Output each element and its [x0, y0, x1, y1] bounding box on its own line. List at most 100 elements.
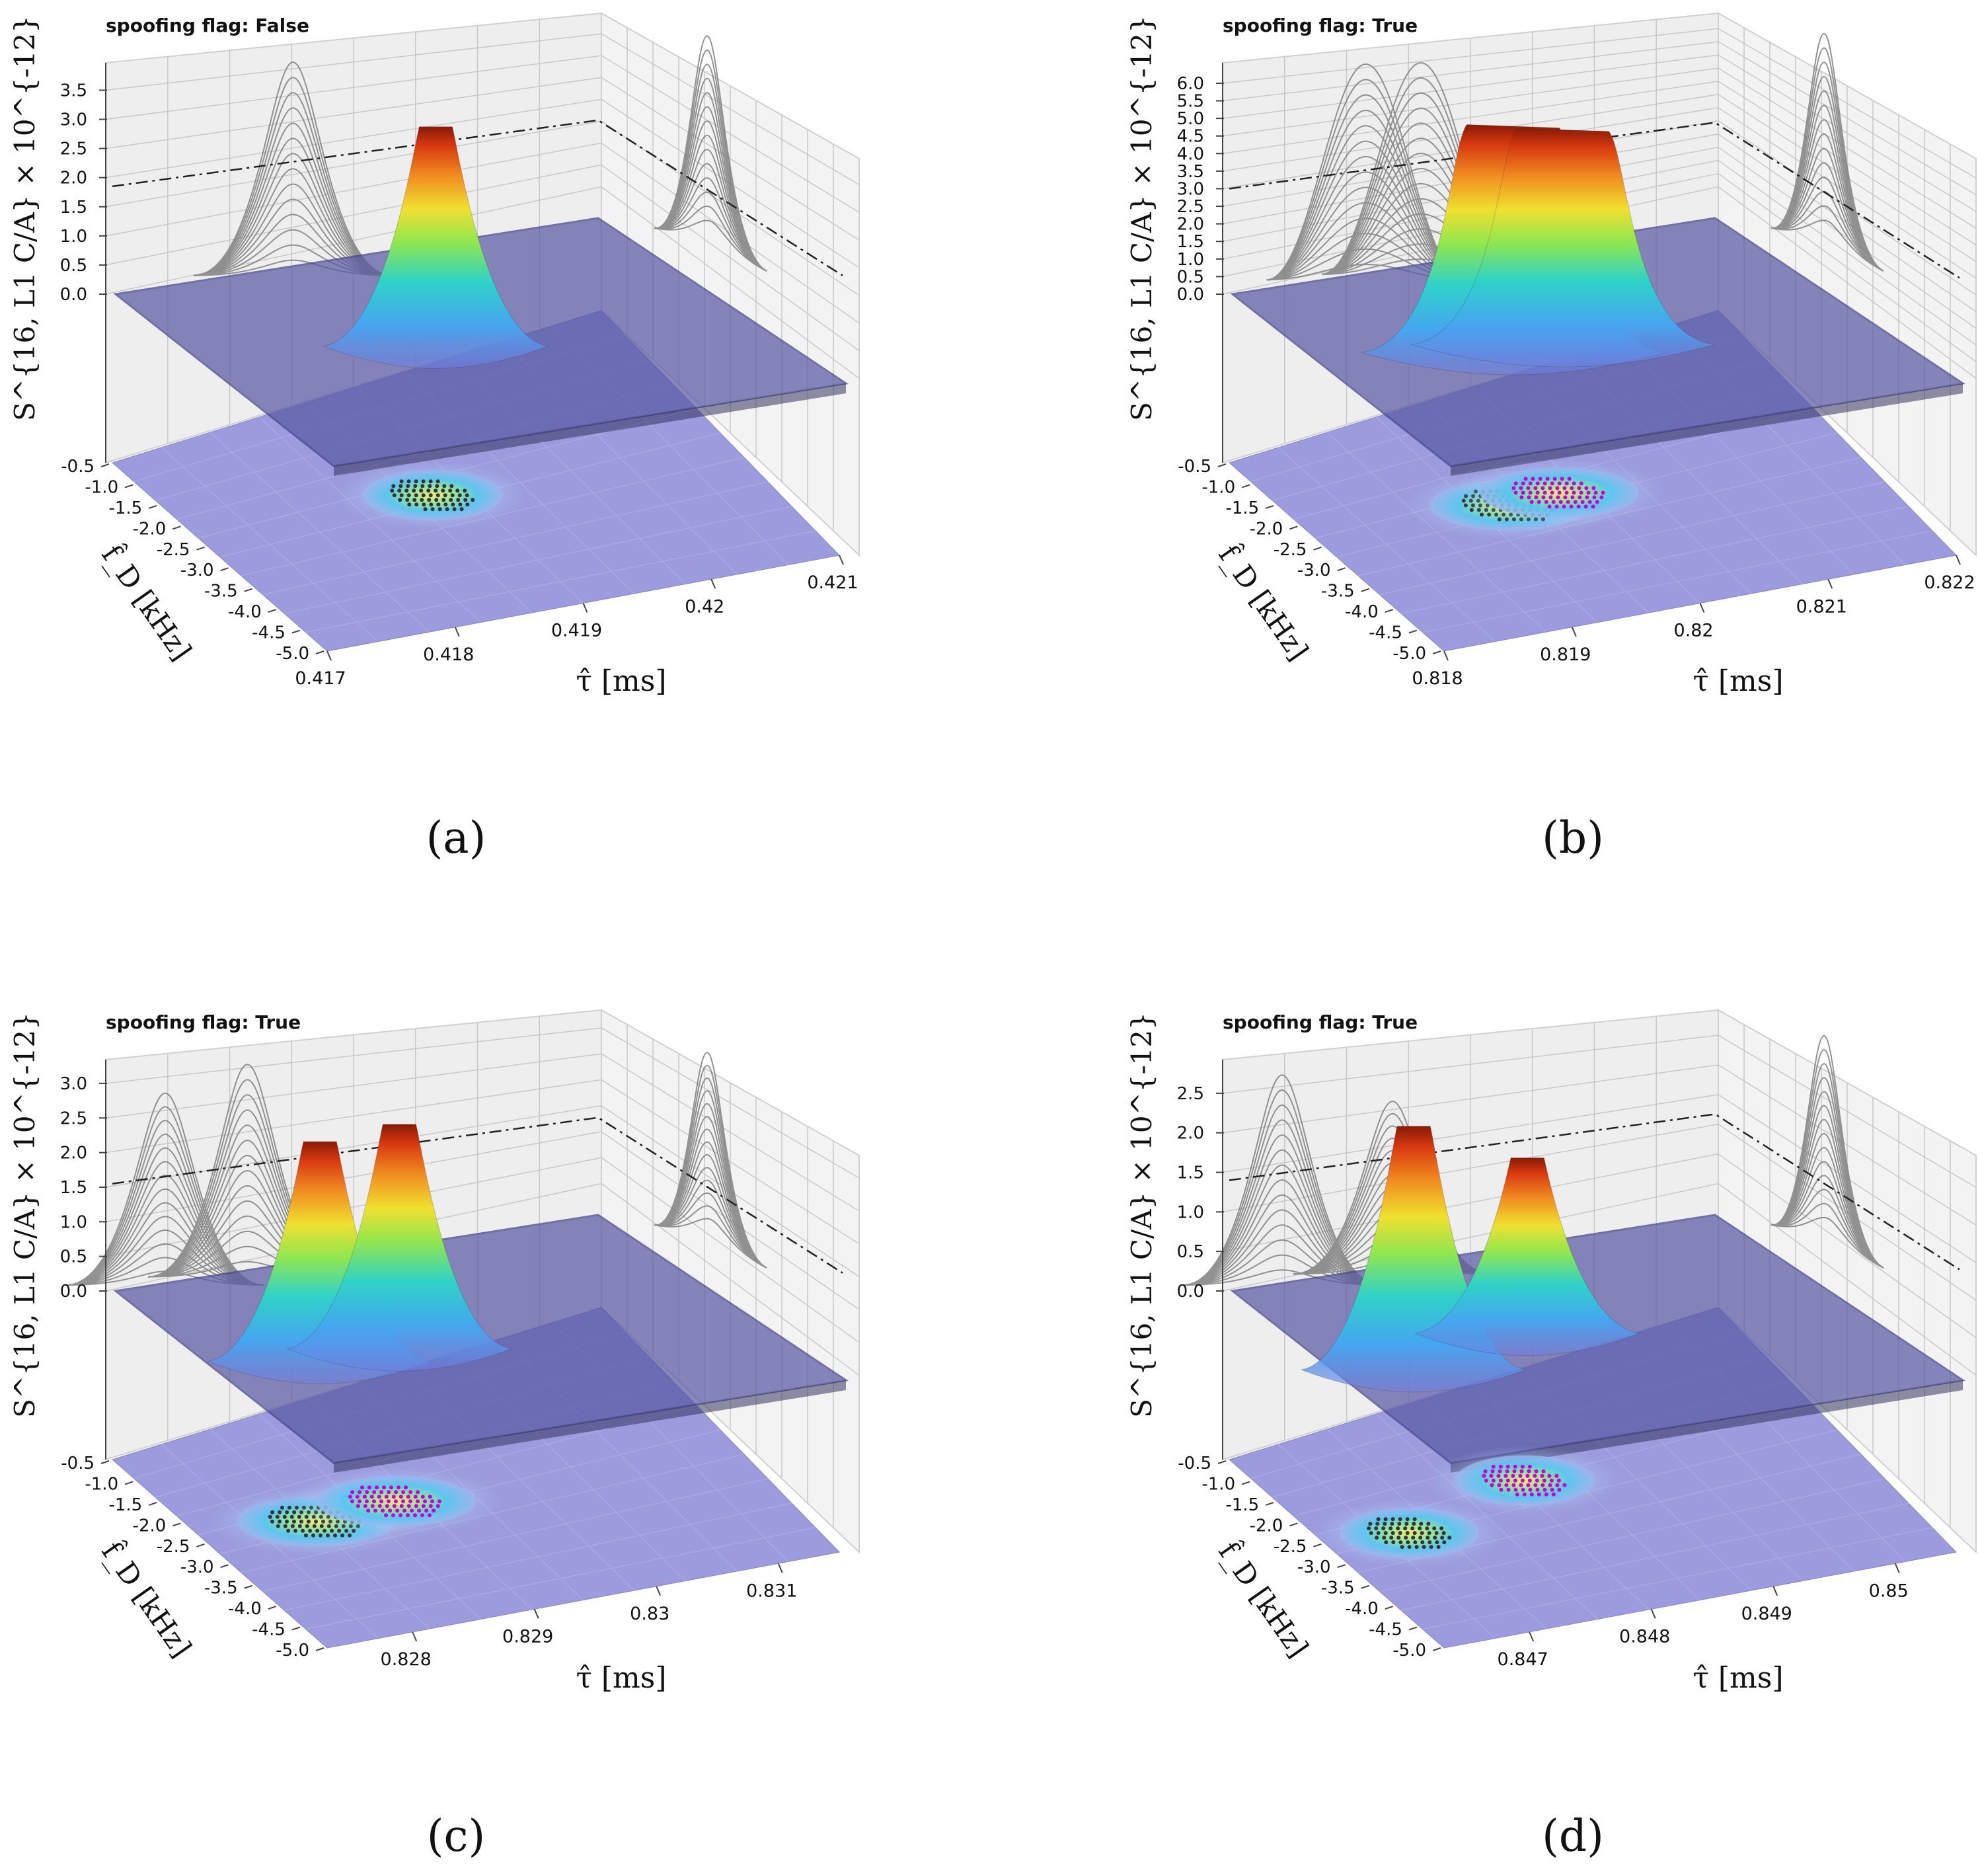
right-profile-line [1771, 119, 1884, 272]
detection-dot [1513, 490, 1518, 495]
detection-dot [1537, 1492, 1541, 1497]
y-tick-label: -2.0 [1250, 519, 1283, 539]
right-profile-line [654, 206, 767, 272]
detection-dot [1540, 1473, 1544, 1478]
right-profile-line [654, 1064, 767, 1269]
detection-dot [1521, 481, 1525, 486]
x-tick-mark [326, 650, 332, 661]
detection-dot [394, 1490, 399, 1495]
right-profile-line [654, 1218, 767, 1269]
y-tick-label: -4.0 [228, 1599, 262, 1619]
detection-dot [1504, 1473, 1508, 1478]
y-tick-label: -0.5 [1178, 1454, 1211, 1473]
surface-peak-spoofed [286, 1124, 514, 1372]
y-tick-label: -3.0 [1297, 561, 1331, 580]
detection-dot [1579, 490, 1583, 495]
y-tick-label: -1.0 [1201, 1474, 1235, 1494]
panel-caption-c: (c) [427, 1811, 485, 1861]
detection-dot [1527, 1464, 1532, 1469]
spoofed-detection-dots [1482, 1464, 1567, 1497]
detection-dot [399, 1504, 404, 1508]
detection-dot [1419, 1522, 1424, 1526]
detection-dot [292, 1519, 296, 1524]
detection-dot [348, 1533, 352, 1538]
y-tick-mark [1289, 526, 1298, 530]
detection-dot [1578, 495, 1582, 500]
detection-dot [408, 1490, 413, 1495]
z-tick-label: 0.5 [60, 1247, 87, 1267]
detection-dot [441, 489, 445, 493]
x-tick-mark [1956, 555, 1961, 565]
x-tick-mark [582, 603, 588, 613]
y-tick-label: -3.5 [1321, 582, 1355, 602]
right-profile-line [654, 35, 767, 272]
x-tick-mark [1529, 1631, 1535, 1642]
y-tick-label: -1.0 [1201, 477, 1235, 497]
detection-dot [1511, 1483, 1516, 1487]
detection-dot [417, 1508, 422, 1513]
detection-dot [1528, 1487, 1533, 1492]
detection-dot [358, 1499, 362, 1504]
surface-plane-edge [1451, 383, 1963, 476]
y-tick-mark [268, 1606, 277, 1610]
y-tick-label: -1.5 [1225, 1495, 1259, 1515]
profile-line [194, 92, 393, 276]
floor-grid-line [1422, 530, 1933, 633]
detection-dot [1526, 486, 1531, 490]
detection-dot [1528, 481, 1533, 486]
y-tick-label: -2.5 [1274, 540, 1307, 560]
z-axis-label: S^{16, L1 C/A} × 10^{-12} [1125, 1012, 1158, 1418]
detection-dot [1413, 1540, 1418, 1545]
detection-dot [1542, 481, 1547, 486]
x-tick-label: 0.831 [746, 1581, 797, 1601]
x-axis-label: τ̂ [ms] [576, 1661, 667, 1695]
grid-line [601, 1157, 860, 1343]
grid-line [1718, 1183, 1977, 1376]
detection-dot [1497, 1483, 1502, 1487]
grid-line [1222, 1153, 1719, 1252]
detection-dot [1542, 1478, 1546, 1483]
profile-line [194, 137, 393, 276]
detection-dot [1489, 1473, 1494, 1478]
grid-line [1718, 186, 1977, 379]
z-tick-label: 0.0 [60, 285, 87, 305]
y-tick-label: -3.0 [1297, 1557, 1331, 1577]
detection-dot [413, 1495, 418, 1499]
detection-dot [1534, 495, 1539, 500]
grid-line [1222, 28, 1719, 84]
detection-dot [1541, 486, 1545, 490]
detection-dot [1556, 1478, 1561, 1483]
detection-dot [1592, 495, 1597, 500]
profile-line [1182, 1104, 1382, 1286]
z-tick-label: 2.5 [1177, 1084, 1204, 1104]
z-tick-label: 0.5 [1177, 267, 1204, 287]
y-tick-mark [1408, 629, 1418, 634]
detection-dot [395, 1508, 400, 1513]
right-profile-line [654, 77, 767, 272]
detection-dot [1531, 477, 1535, 481]
detection-dot [1374, 1526, 1379, 1531]
detection-dot [458, 502, 463, 507]
detection-dot [285, 1519, 289, 1524]
detection-dot [397, 1485, 400, 1490]
detection-dot [436, 493, 440, 498]
detection-dot [420, 498, 424, 502]
z-tick-label: 3.5 [60, 81, 87, 100]
x-tick-mark [1827, 578, 1833, 589]
detection-dot [392, 493, 397, 498]
threshold-line [1229, 1113, 1960, 1270]
right-profile-line [654, 49, 767, 272]
detection-dot [421, 493, 426, 498]
y-tick-mark [1361, 1584, 1369, 1589]
detection-dot [1426, 1536, 1430, 1540]
detection-dot [1398, 1540, 1403, 1545]
detection-dot [1498, 1478, 1503, 1483]
z-tick-label: 0.0 [1177, 1282, 1204, 1302]
detection-dot [441, 498, 446, 502]
profile-line [1182, 1074, 1382, 1286]
y-tick-label: -5.0 [1392, 644, 1426, 664]
detection-dot [1542, 490, 1547, 495]
grid-line [1718, 1035, 1977, 1188]
detection-dot [1535, 1487, 1540, 1492]
y-tick-mark [244, 1584, 252, 1589]
